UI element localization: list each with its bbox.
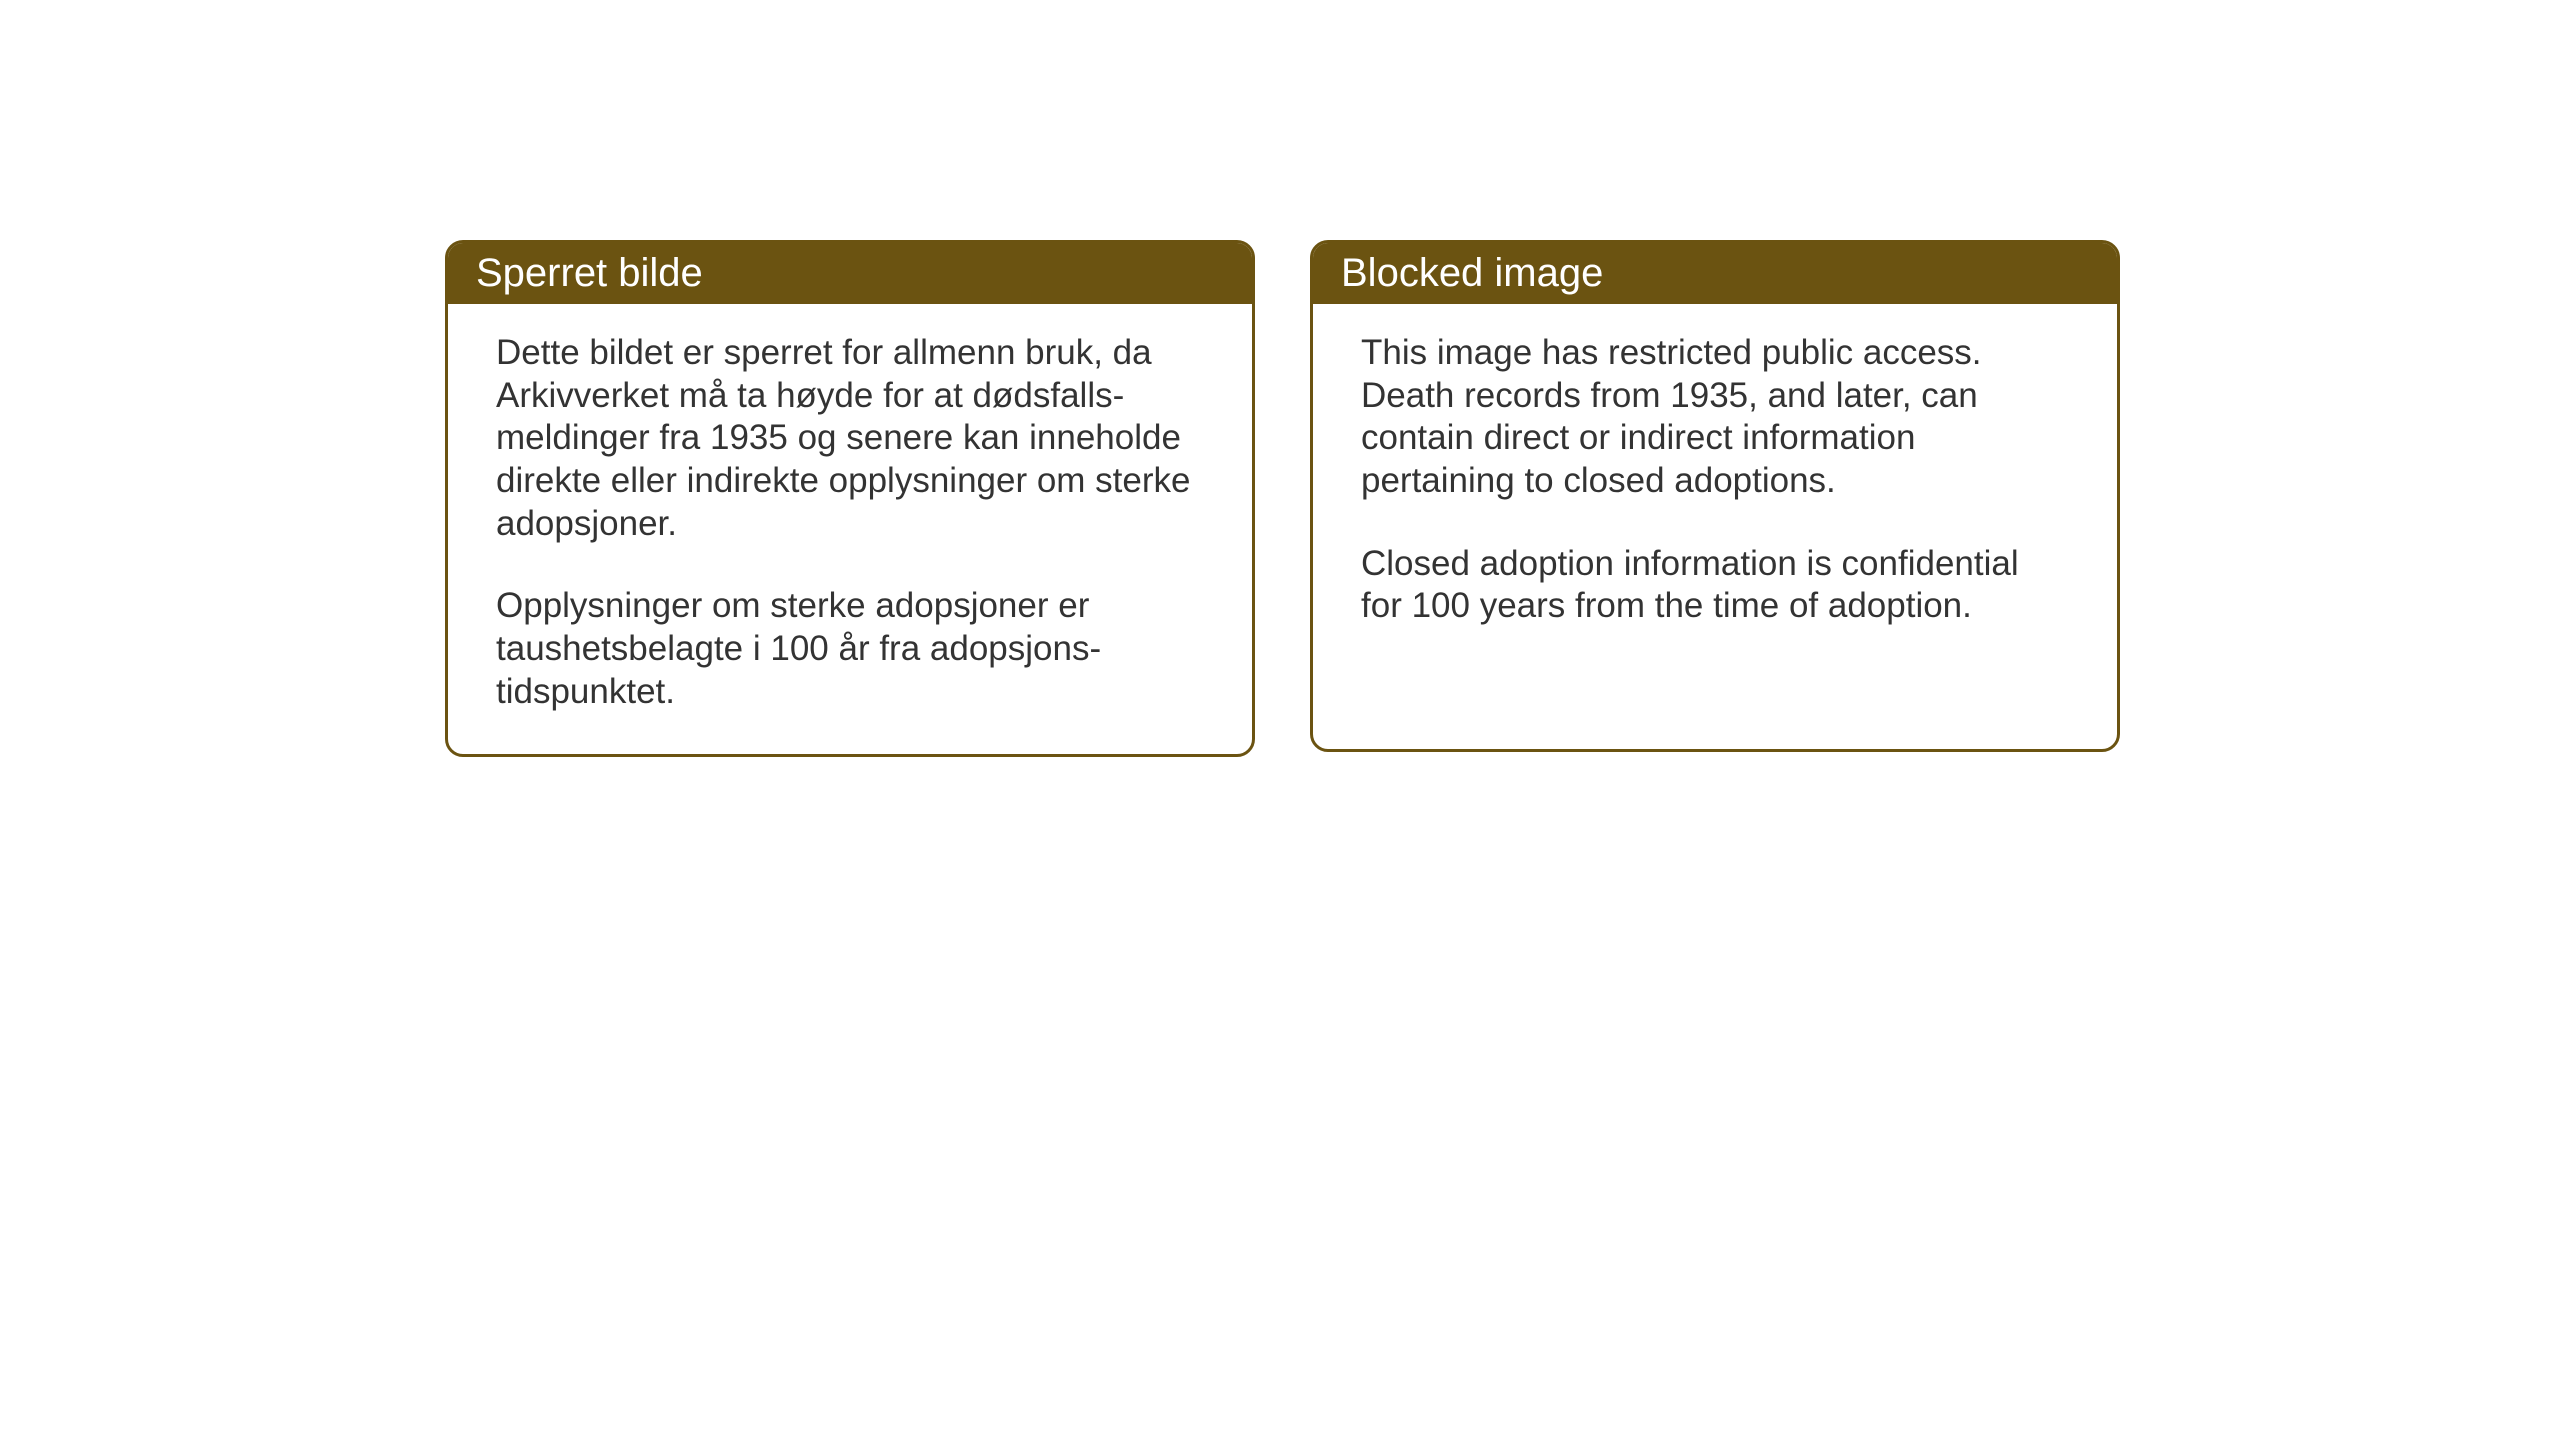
notice-paragraph-2-norwegian: Opplysninger om sterke adopsjoner er tau… — [496, 585, 1204, 713]
notice-paragraph-1-english: This image has restricted public access.… — [1361, 332, 2069, 503]
notice-card-english: Blocked image This image has restricted … — [1310, 240, 2120, 752]
notice-card-norwegian: Sperret bilde Dette bildet er sperret fo… — [445, 240, 1255, 757]
notice-paragraph-1-norwegian: Dette bildet er sperret for allmenn bruk… — [496, 332, 1204, 545]
notice-paragraph-2-english: Closed adoption information is confident… — [1361, 543, 2069, 628]
notice-header-norwegian: Sperret bilde — [448, 243, 1252, 304]
notice-title-norwegian: Sperret bilde — [476, 251, 703, 295]
notice-body-english: This image has restricted public access.… — [1313, 304, 2117, 668]
notice-title-english: Blocked image — [1341, 251, 1603, 295]
notice-header-english: Blocked image — [1313, 243, 2117, 304]
notice-body-norwegian: Dette bildet er sperret for allmenn bruk… — [448, 304, 1252, 754]
notice-container: Sperret bilde Dette bildet er sperret fo… — [445, 240, 2120, 757]
